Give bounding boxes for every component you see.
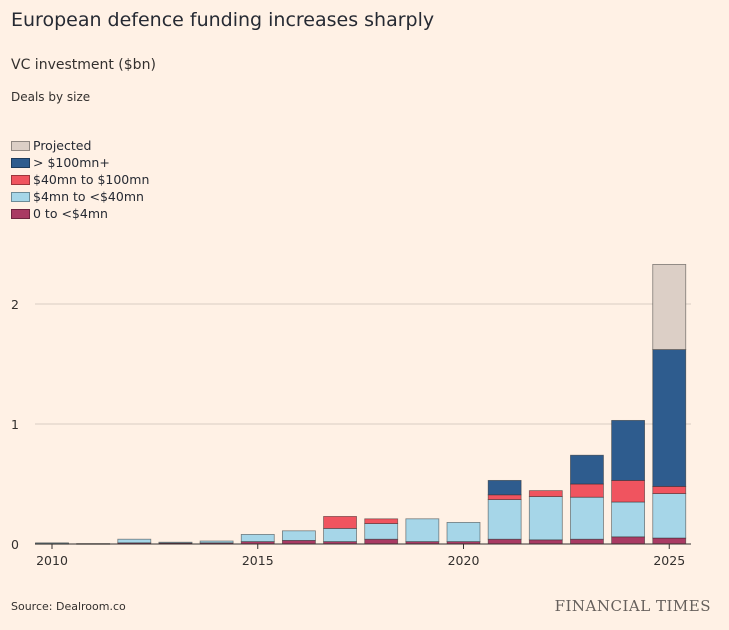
bar-2025-projected xyxy=(652,263,687,350)
bar-2024-under4 xyxy=(611,536,645,545)
legend-swatch-under4 xyxy=(11,208,30,219)
bar-2021-small4to40 xyxy=(487,499,522,540)
chart-subhead: Deals by size xyxy=(11,90,91,104)
bar-2018-under4 xyxy=(364,538,399,545)
bar-2023-under4 xyxy=(570,538,604,545)
bar-2025-small4to40 xyxy=(652,493,687,539)
source-note: Source: Dealroom.co xyxy=(11,600,126,613)
bar-2013-small4to40 xyxy=(158,541,193,544)
bar-2023-mid40to100 xyxy=(570,483,604,498)
bar-2022-under4 xyxy=(528,539,563,545)
bar-2017-small4to40 xyxy=(323,528,357,543)
bar-2022-small4to40 xyxy=(528,496,563,541)
x-tick-label-2015: 2015 xyxy=(242,553,274,568)
legend-swatch-projected xyxy=(11,140,30,151)
bar-2024-over100 xyxy=(611,419,645,481)
x-tick-label-2025: 2025 xyxy=(653,553,685,568)
bar-2021-mid40to100 xyxy=(487,494,522,500)
chart-subtitle: VC investment ($bn) xyxy=(11,57,156,73)
bar-2025-over100 xyxy=(652,349,687,487)
bar-2020-small4to40 xyxy=(446,522,481,543)
legend-item-mid40to100: $40mn to $100mn xyxy=(11,171,149,188)
legend-label-over100: > $100mn+ xyxy=(33,155,110,170)
bar-2024-small4to40 xyxy=(611,501,645,538)
bar-2021-under4 xyxy=(487,538,522,545)
bar-2019-small4to40 xyxy=(405,518,440,542)
bar-2016-under4 xyxy=(281,540,316,545)
bar-2021-over100 xyxy=(487,479,522,496)
bar-2015-small4to40 xyxy=(240,534,275,543)
bar-2016-small4to40 xyxy=(281,530,316,541)
bar-2012-small4to40 xyxy=(117,538,152,544)
bar-2025-mid40to100 xyxy=(652,485,687,494)
legend-swatch-small4to40 xyxy=(11,191,30,202)
legend-label-mid40to100: $40mn to $100mn xyxy=(33,172,150,187)
bar-2014-small4to40 xyxy=(199,540,234,544)
y-tick-label-0: 0 xyxy=(11,537,19,552)
legend-swatch-over100 xyxy=(11,157,30,168)
y-tick-label-2: 2 xyxy=(11,297,19,312)
ft-logo: FINANCIAL TIMES xyxy=(554,597,711,615)
bar-2023-small4to40 xyxy=(570,496,604,540)
legend-item-under4: 0 to <$4mn xyxy=(11,205,149,222)
legend-label-under4: 0 to <$4mn xyxy=(33,206,108,221)
legend-item-small4to40: $4mn to <$40mn xyxy=(11,188,149,205)
legend-swatch-mid40to100 xyxy=(11,174,30,185)
legend-label-projected: Projected xyxy=(33,138,92,153)
x-tick-label-2020: 2020 xyxy=(448,553,480,568)
bar-2018-small4to40 xyxy=(364,523,399,540)
chart-title: European defence funding increases sharp… xyxy=(11,9,435,31)
bar-2025-under4 xyxy=(652,537,687,545)
legend-label-small4to40: $4mn to <$40mn xyxy=(33,189,144,204)
x-tick-label-2010: 2010 xyxy=(36,553,68,568)
bar-2017-mid40to100 xyxy=(323,516,357,529)
bar-2018-mid40to100 xyxy=(364,518,399,524)
y-tick-label-1: 1 xyxy=(11,417,19,432)
bar-2024-mid40to100 xyxy=(611,479,645,503)
chart-legend: Projected > $100mn+ $40mn to $100mn $4mn… xyxy=(11,137,149,222)
legend-item-projected: Projected xyxy=(11,137,149,154)
legend-item-over100: > $100mn+ xyxy=(11,154,149,171)
bar-2010-small4to40 xyxy=(35,542,69,544)
bar-2023-over100 xyxy=(570,454,604,485)
bar-2022-mid40to100 xyxy=(528,490,563,498)
